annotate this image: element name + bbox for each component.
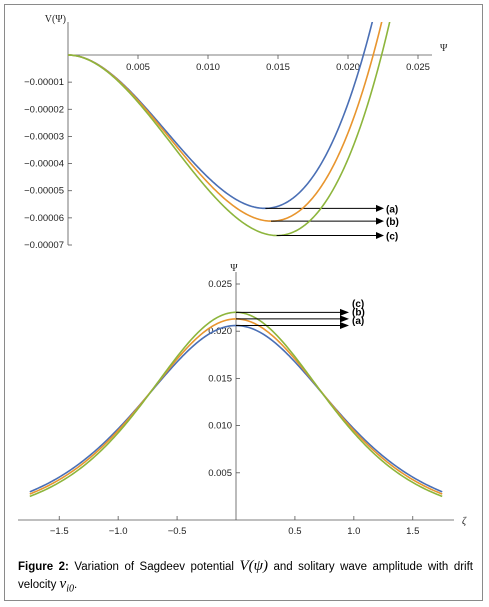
caption-text-middle: and solitary wave amplitude with drift v… — [18, 561, 474, 591]
annotation-arrow-head — [376, 217, 384, 225]
x-axis-title: Ψ — [440, 43, 448, 54]
sagdeev-potential-chart: 0.005 0.010 0.015 0.020 0.025 −0.00001 −0.0000… — [24, 14, 448, 251]
y-tick-label: −0.00003 — [24, 131, 64, 142]
x-tick-label: 0.015 — [266, 62, 290, 73]
caption-text-after: . — [74, 579, 78, 591]
x-axis-title: ζ — [462, 516, 467, 527]
series-line-b — [68, 22, 383, 222]
caption-math-velocity-sub: i0 — [66, 583, 74, 595]
y-tick-label: −0.00006 — [24, 213, 64, 224]
x-tick-label: 1.5 — [406, 526, 419, 537]
y-tick-label: −0.00004 — [24, 159, 64, 170]
x-tick-label: −0.5 — [168, 526, 187, 537]
series-line-c — [68, 22, 391, 237]
x-tick-label: 0.010 — [196, 62, 220, 73]
annotation-arrow-head — [376, 204, 384, 212]
x-tick-label: 0.005 — [126, 62, 150, 73]
annotation-label: (c) — [386, 232, 398, 243]
caption-label: Figure 2: — [18, 561, 69, 573]
y-tick-label: 0.025 — [208, 279, 232, 290]
annotation-arrow-head — [340, 322, 349, 330]
annotation-label: (b) — [352, 308, 365, 319]
series-line-a — [68, 22, 374, 210]
caption-math-velocity: ν — [59, 576, 67, 592]
caption-math-potential: V(ψ) — [239, 558, 268, 574]
y-tick-label: −0.00007 — [24, 240, 64, 251]
annotation-arrow-head — [340, 315, 349, 323]
x-tick-label: −1.5 — [50, 526, 69, 537]
y-tick-label: −0.00001 — [24, 77, 64, 88]
annotation-label: (a) — [386, 204, 398, 215]
annotation-arrow-head — [340, 308, 349, 316]
y-tick-label: 0.010 — [208, 421, 232, 432]
x-tick-label: 0.5 — [288, 526, 301, 537]
y-axis-title: Ψ — [230, 263, 238, 274]
y-tick-label: 0.015 — [208, 373, 232, 384]
x-tick-label: 1.0 — [347, 526, 360, 537]
annotation-label: (a) — [352, 316, 364, 327]
solitary-wave-chart: −1.5 −1.0 −0.5 0.5 1.0 1.5 0.005 0.010 0.015 0.02… — [18, 263, 467, 537]
annotation-label: (b) — [386, 217, 399, 228]
y-tick-label: −0.00005 — [24, 186, 64, 197]
x-tick-label: 0.020 — [336, 62, 360, 73]
annotation-arrow-head — [376, 232, 384, 239]
y-tick-label: 0.020 — [208, 326, 232, 337]
y-tick-label: −0.00002 — [24, 104, 64, 115]
figure-frame — [4, 4, 483, 601]
caption-text-before: Variation of Sagdeev potential — [68, 561, 240, 573]
y-tick-label: 0.005 — [208, 468, 232, 479]
x-tick-label: 0.025 — [406, 62, 430, 73]
y-axis-title: V(Ψ) — [45, 14, 66, 25]
figure-caption: Figure 2: Variation of Sagdeev potential… — [18, 558, 473, 597]
x-tick-label: −1.0 — [109, 526, 128, 537]
annotation-label: (c) — [352, 299, 364, 310]
